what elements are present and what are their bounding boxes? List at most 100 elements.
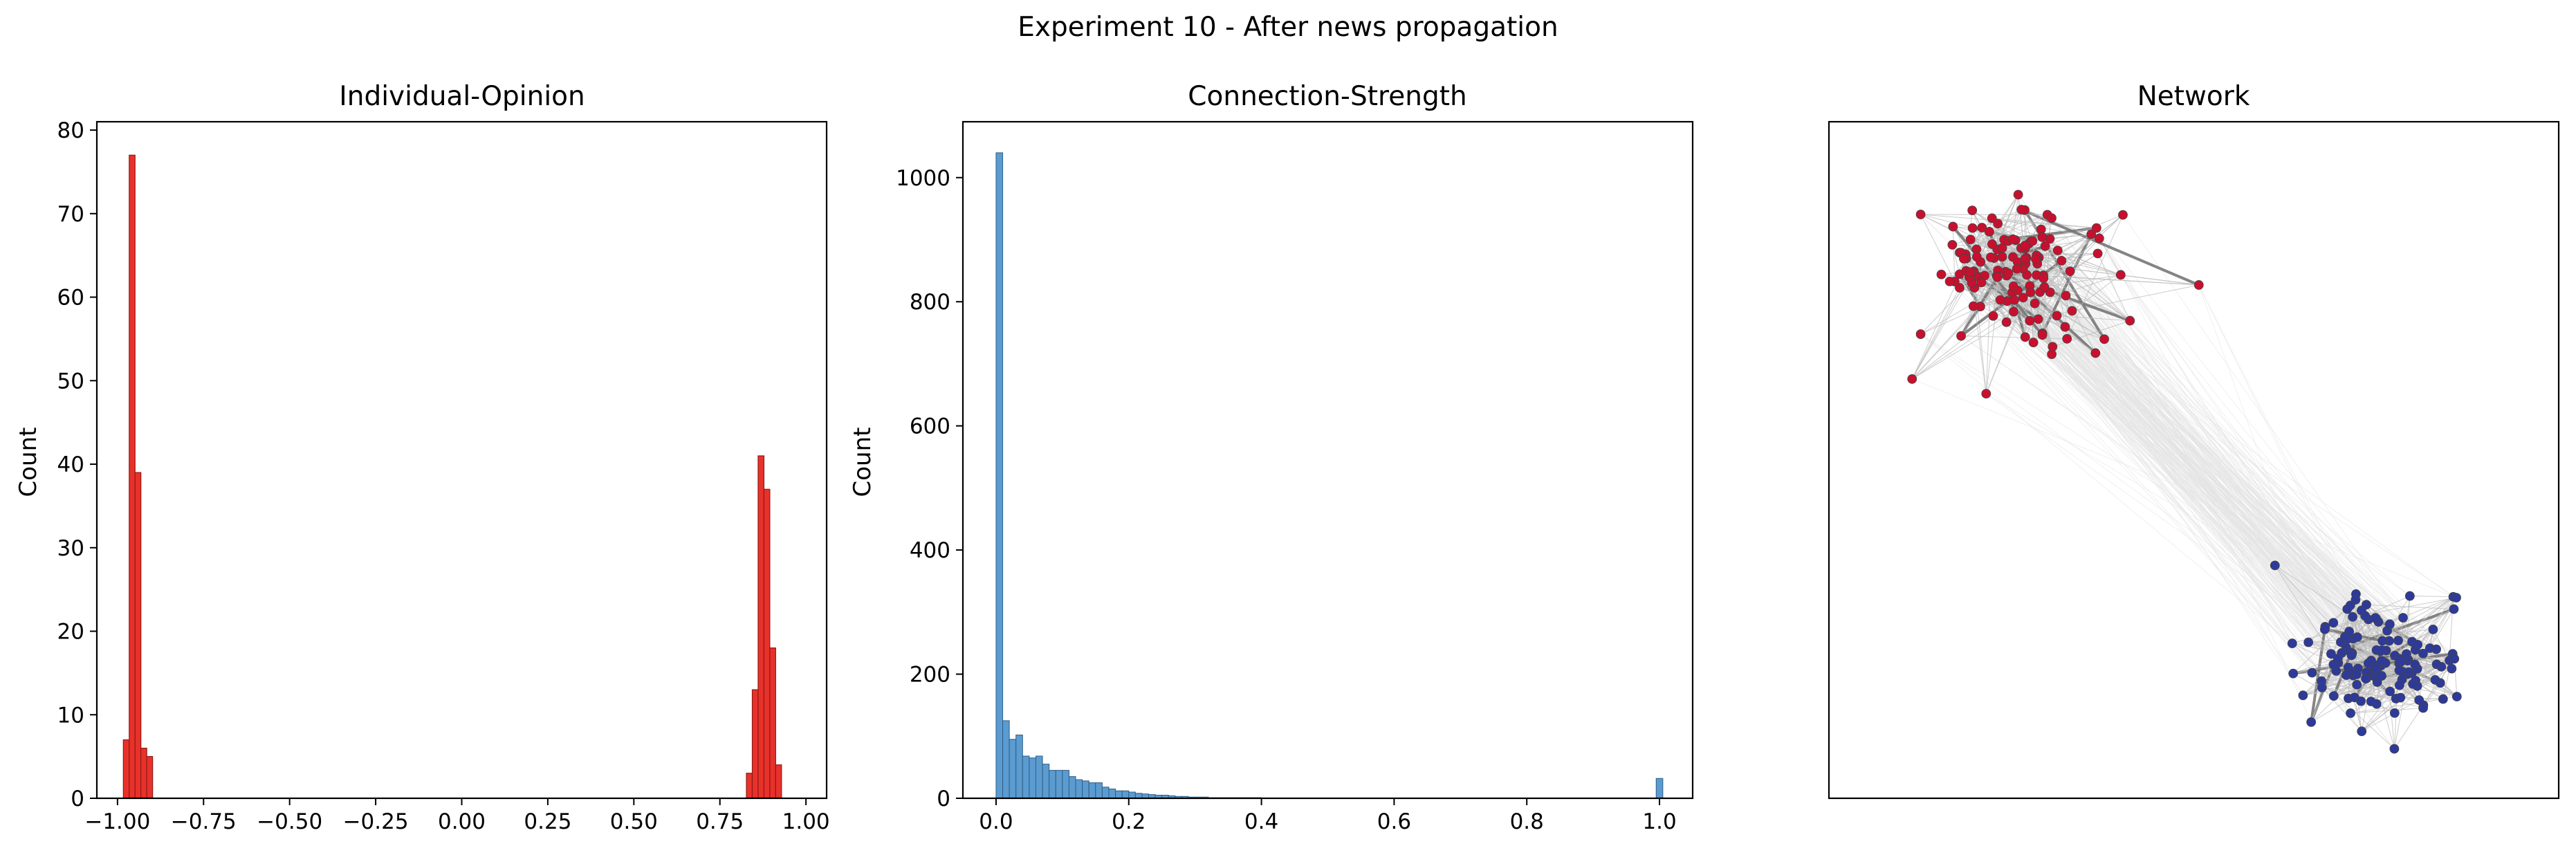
strength-bar xyxy=(1101,787,1110,799)
network-node xyxy=(2377,671,2386,681)
network-node xyxy=(1965,235,1976,245)
network-cross-edge xyxy=(2032,241,2450,661)
network-cross-edge xyxy=(2023,297,2349,668)
opinion-y-ticks: 0 10 20 30 40 50 60 70 80 xyxy=(57,118,97,811)
network-node xyxy=(2348,612,2358,622)
network-node xyxy=(1956,331,1966,341)
network-plot-frame xyxy=(1828,120,2560,800)
network-cross-edge xyxy=(2023,268,2388,632)
opinion-x-tick-label: 1.00 xyxy=(782,809,830,834)
network-cross-edge xyxy=(2035,259,2309,643)
network-cross-edge xyxy=(1954,281,2369,620)
network-cross-edge xyxy=(2034,303,2349,668)
network-node xyxy=(2090,348,2101,358)
strength-x-ticks: 0.0 0.2 0.4 0.6 0.8 1.0 xyxy=(979,798,1677,834)
network-node xyxy=(1965,267,1976,277)
network-node xyxy=(2020,332,2030,342)
opinion-x-tick-label: 0.00 xyxy=(438,809,486,834)
network-edge xyxy=(2337,596,2454,659)
network-node xyxy=(2377,636,2388,646)
opinion-chart-title: Individual-Opinion xyxy=(339,81,585,112)
network-edge xyxy=(1920,214,2097,229)
network-edge xyxy=(2303,679,2402,696)
network-node xyxy=(2060,322,2070,332)
network-edge xyxy=(2321,687,2362,732)
network-edge xyxy=(1997,194,2019,224)
network-node xyxy=(2037,330,2048,340)
network-node xyxy=(2287,638,2297,648)
network-edge xyxy=(2066,295,2096,353)
opinion-bar xyxy=(746,773,753,799)
opinion-bar xyxy=(751,689,759,799)
network-node xyxy=(1986,252,1996,262)
network-node xyxy=(2298,690,2308,701)
network-node xyxy=(2008,281,2018,291)
network-node xyxy=(2306,717,2317,727)
strength-y-ticks: 0 200 400 600 800 1000 xyxy=(896,166,963,811)
strength-bar xyxy=(1022,755,1030,799)
network-cross-edge xyxy=(2050,238,2418,645)
opinion-y-tick-label: 20 xyxy=(57,620,84,645)
network-edge xyxy=(1951,244,1960,275)
network-node xyxy=(2408,679,2418,689)
network-edge xyxy=(2065,327,2105,340)
network-edge xyxy=(2292,616,2353,674)
opinion-bar xyxy=(134,472,142,799)
network-node xyxy=(2350,595,2361,605)
network-edge xyxy=(1911,322,2007,380)
strength-y-tick-label: 0 xyxy=(937,787,950,811)
network-node xyxy=(2404,667,2414,677)
network-cross-edge xyxy=(2057,250,2377,668)
strength-y-axis-label: Count xyxy=(849,428,876,497)
network-edge xyxy=(2025,245,2121,275)
strength-bar xyxy=(1068,776,1076,799)
network-node xyxy=(2020,241,2030,250)
opinion-x-ticks: −1.00 −0.75 −0.50 −0.25 0.00 0.25 0.50 0.75 1.00 xyxy=(84,798,830,834)
opinion-x-tick-label: 0.75 xyxy=(696,809,744,834)
network-node xyxy=(2352,669,2362,679)
network-cross-edge xyxy=(2013,311,2405,674)
network-cross-edge xyxy=(1920,333,2374,665)
opinion-bar xyxy=(129,154,136,799)
network-cross-edge xyxy=(1981,282,2457,598)
network-edge xyxy=(2057,315,2131,322)
network-node xyxy=(2377,645,2387,655)
network-node xyxy=(2288,668,2299,679)
network-edge xyxy=(2097,253,2131,321)
network-node xyxy=(1948,221,1958,232)
network-node xyxy=(2013,190,2023,200)
network-node xyxy=(1988,311,1998,321)
network-edge xyxy=(1911,227,1982,380)
network-edge xyxy=(2350,699,2443,714)
network-cross-edge xyxy=(2014,300,2362,732)
network-edge xyxy=(1971,282,1987,394)
network-edge xyxy=(2398,597,2457,659)
network-node xyxy=(2397,656,2407,666)
network-node xyxy=(2025,315,2035,326)
strength-y-tick-label: 800 xyxy=(910,290,950,315)
strength-x-tick-label: 0.2 xyxy=(1112,809,1146,834)
network-node xyxy=(2389,744,2400,754)
network-node xyxy=(1987,239,1997,249)
network-cross-edge xyxy=(1920,333,2442,668)
network-cross-edge xyxy=(1974,270,2437,650)
network-edge xyxy=(2292,643,2353,673)
network-edge xyxy=(2454,659,2458,697)
network-edge xyxy=(2308,642,2342,654)
network-node xyxy=(2307,668,2317,678)
network-node xyxy=(2418,648,2428,659)
opinion-bar xyxy=(763,488,771,799)
strength-bars xyxy=(995,152,1664,799)
network-cross-edge xyxy=(1974,287,2401,698)
strength-x-tick-label: 0.4 xyxy=(1244,809,1278,834)
strength-bar xyxy=(1095,782,1103,799)
strength-bar xyxy=(1029,757,1036,799)
network-edge xyxy=(1959,227,1982,275)
network-node xyxy=(2319,624,2330,634)
network-node xyxy=(2039,273,2049,283)
network-node xyxy=(2048,342,2058,352)
network-cross-edge xyxy=(2007,300,2337,672)
network-edge xyxy=(2361,698,2396,732)
network-node xyxy=(1944,276,1955,286)
network-node xyxy=(2001,317,2012,327)
